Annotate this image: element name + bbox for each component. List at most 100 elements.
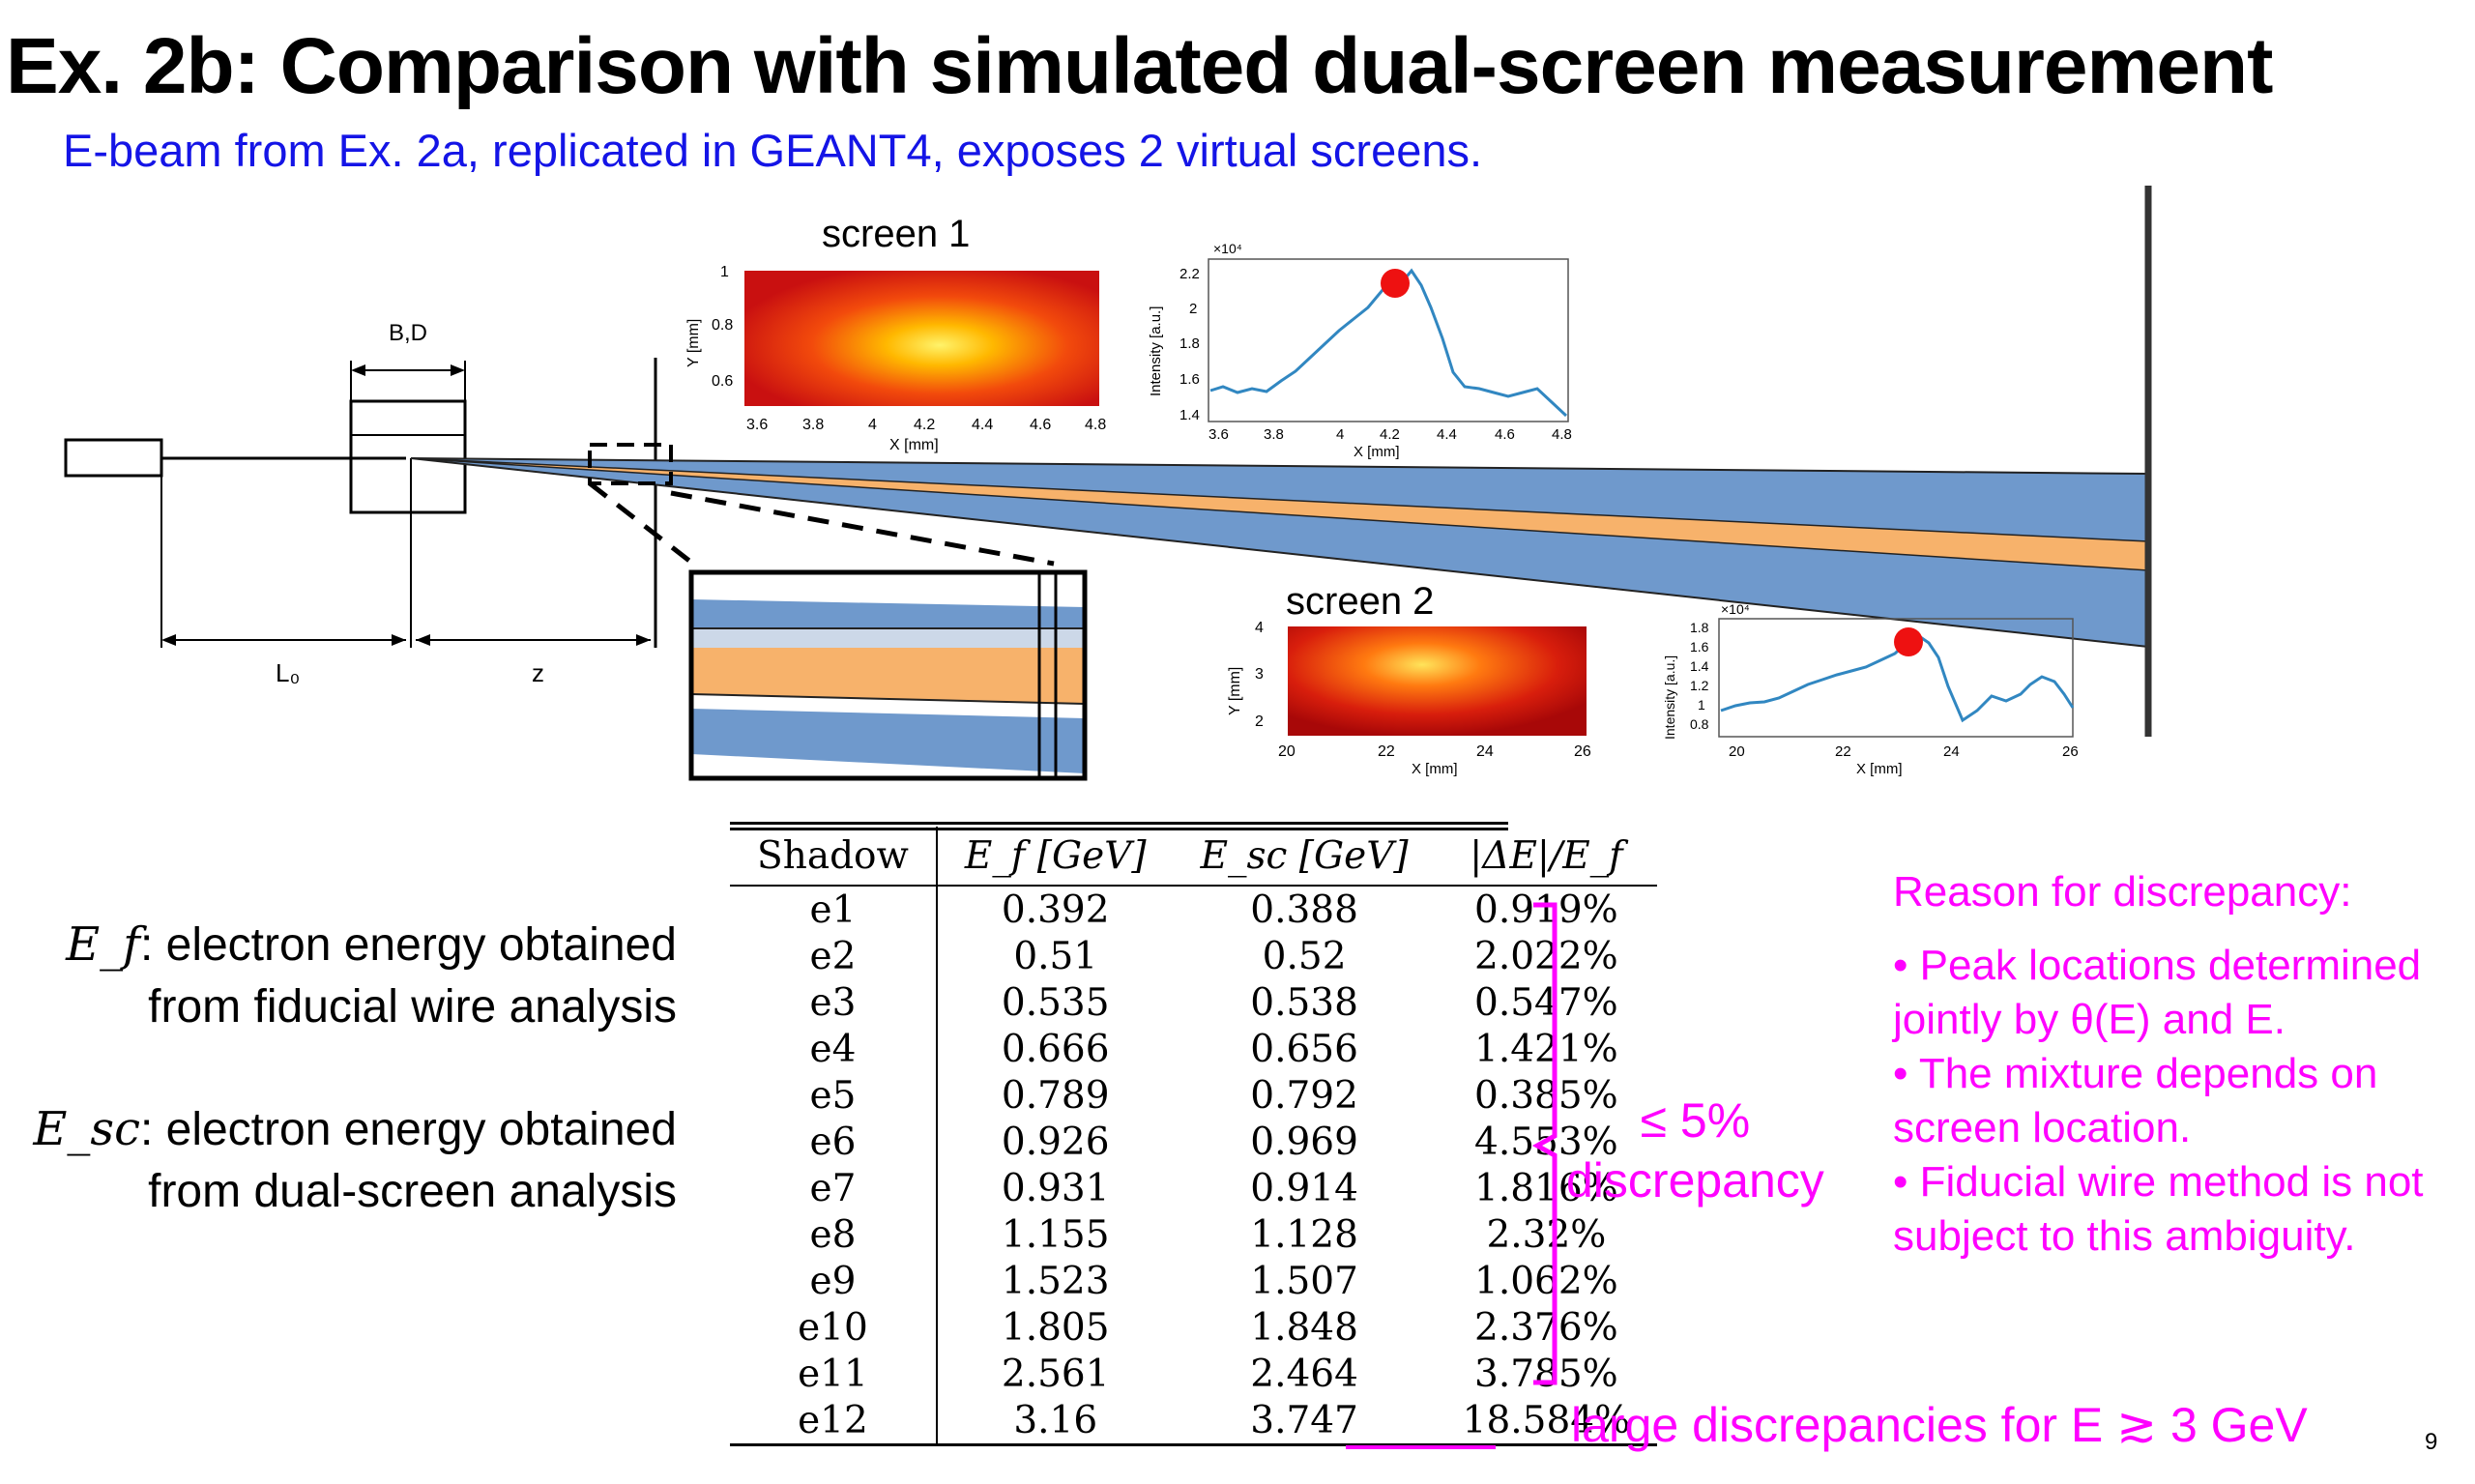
profile2-xtick: 26 — [2062, 743, 2079, 760]
profile2-ytick: 1.8 — [1690, 620, 1709, 635]
reason-box: Reason for discrepancy: • Peak locations… — [1893, 865, 2473, 1264]
slide-title: Ex. 2b: Comparison with simulated dual-s… — [6, 22, 2273, 110]
table-header-row: Shadow E_f [GeV] E_sc [GeV] |ΔE|/E_f — [730, 827, 1657, 886]
screen1-xtick: 4 — [868, 417, 877, 433]
screen1-heatmap — [744, 271, 1099, 406]
cell-esc: 1.128 — [1250, 1212, 1358, 1257]
table-row: e3 0.535 0.538 0.547% — [730, 979, 1657, 1026]
table-row: e12 3.16 3.747 18.584% — [730, 1397, 1657, 1445]
highlight-underline — [1346, 1445, 1496, 1449]
profile2-ytick: 0.8 — [1690, 716, 1709, 732]
cell-delta: 0.385% — [1474, 1073, 1618, 1118]
bd-label: B,D — [389, 320, 427, 346]
profile2-peak-marker — [1894, 627, 1923, 656]
header-shadow: Shadow — [730, 827, 938, 886]
brace-label: ≤ 5% discrepancy — [1566, 1091, 1824, 1210]
slide-subtitle: E-beam from Ex. 2a, replicated in GEANT4… — [63, 125, 1483, 176]
profile1-xtick: 3.6 — [1208, 426, 1229, 443]
profile1-multiplier: ×10⁴ — [1213, 241, 1242, 256]
profile2-ylabel: Intensity [a.u.] — [1662, 655, 1677, 740]
esc-definition: E_sc: electron energy obtained from dual… — [19, 1098, 677, 1223]
screen2-ytick: 2 — [1255, 713, 1264, 730]
cell-shadow: e5 — [730, 1072, 938, 1119]
cell-shadow: e1 — [730, 886, 938, 933]
l0-label: L₀ — [276, 658, 300, 687]
cell-esc: 0.914 — [1250, 1166, 1358, 1210]
header-delta: |ΔE|/E_f — [1470, 833, 1623, 878]
cell-esc: 1.848 — [1250, 1305, 1358, 1350]
screen2-heatmap — [1288, 626, 1587, 736]
beamline-diagram: B,D L₀ z screen 1 Y [mm] 1 0.8 0.6 3.6 3… — [64, 186, 2152, 781]
table-row: e9 1.523 1.507 1.062% — [730, 1258, 1657, 1304]
cell-delta: 0.547% — [1474, 980, 1618, 1025]
z-label: z — [532, 658, 544, 687]
cell-esc: 0.792 — [1250, 1073, 1358, 1118]
header-ef: E_f [GeV] — [964, 833, 1147, 878]
cell-delta: 1.816% — [1474, 1166, 1618, 1210]
cell-esc: 2.464 — [1250, 1352, 1358, 1396]
profile1-xtick: 4.6 — [1495, 426, 1515, 443]
cell-delta: 3.785% — [1474, 1352, 1618, 1396]
large-discrepancy-note: large discrepancies for E ≳ 3 GeV — [1571, 1398, 2308, 1452]
profile1-peak-marker — [1381, 269, 1410, 298]
screen1-xtick: 4.4 — [972, 417, 993, 433]
screen2-title: screen 2 — [1286, 580, 1434, 623]
profile1-xtick: 4.8 — [1552, 426, 1572, 443]
profile1-ytick: 2 — [1189, 301, 1197, 317]
profile1-ytick: 2.2 — [1179, 266, 1200, 282]
results-table: Shadow E_f [GeV] E_sc [GeV] |ΔE|/E_f e1 0… — [730, 827, 1658, 1446]
screen1-title: screen 1 — [822, 213, 970, 255]
profile2-ytick: 1.2 — [1690, 678, 1709, 693]
table-row: e1 0.392 0.388 0.919% — [730, 886, 1657, 933]
profile1-xtick: 4.4 — [1437, 426, 1457, 443]
screen2-xlabel: X [mm] — [1412, 761, 1458, 777]
screen1-xtick: 3.6 — [746, 417, 768, 433]
profile1-ytick: 1.8 — [1179, 335, 1200, 352]
screen2-ylabel: Y [mm] — [1227, 667, 1243, 715]
magnet-box — [349, 399, 467, 514]
profile2-ytick: 1.4 — [1690, 658, 1709, 674]
screen2-ytick: 4 — [1255, 620, 1264, 636]
cell-ef: 2.561 — [1001, 1352, 1110, 1396]
table-row: e10 1.805 1.848 2.376% — [730, 1304, 1657, 1351]
cell-ef: 1.805 — [1001, 1305, 1110, 1350]
reason-bullet-2: • The mixture depends on screen location… — [1893, 1050, 2378, 1151]
cell-ef: 1.155 — [1001, 1212, 1110, 1257]
table-row: e6 0.926 0.969 4.553% — [730, 1119, 1657, 1165]
cell-delta: 1.421% — [1474, 1027, 1618, 1071]
cell-ef: 1.523 — [1001, 1259, 1110, 1303]
cell-ef: 0.789 — [1001, 1073, 1110, 1118]
reason-bullet-3: • Fiducial wire method is not subject to… — [1893, 1158, 2424, 1260]
profile2-xtick: 24 — [1943, 743, 1960, 760]
cell-ef: 0.51 — [1013, 934, 1098, 978]
screen1-ytick: 0.8 — [712, 317, 733, 334]
cell-delta: 18.584% — [1462, 1398, 1631, 1442]
cell-ef: 3.16 — [1013, 1398, 1098, 1442]
energy-definitions: E_f: electron energy obtained from fiduc… — [19, 914, 677, 1223]
header-esc: E_sc [GeV] — [1200, 833, 1409, 878]
cell-ef: 0.931 — [1001, 1166, 1110, 1210]
profile2-ytick: 1 — [1698, 697, 1705, 713]
cell-shadow: e8 — [730, 1211, 938, 1258]
cell-shadow: e3 — [730, 979, 938, 1026]
cell-esc: 0.969 — [1250, 1120, 1358, 1164]
profile2-ytick: 1.6 — [1690, 639, 1709, 655]
cell-shadow: e4 — [730, 1026, 938, 1072]
screen1-ylabel: Y [mm] — [685, 319, 702, 367]
cell-esc: 0.538 — [1250, 980, 1358, 1025]
screen2-ytick: 3 — [1255, 666, 1264, 683]
cell-esc: 1.507 — [1250, 1259, 1358, 1303]
profile1-ytick: 1.4 — [1179, 407, 1200, 423]
esc-symbol: E_sc — [33, 1102, 140, 1156]
ef-symbol: E_f — [66, 917, 140, 972]
screen1-xtick: 4.8 — [1085, 417, 1106, 433]
profile2-xtick: 20 — [1729, 743, 1745, 760]
cell-esc: 0.656 — [1250, 1027, 1358, 1071]
cell-shadow: e9 — [730, 1258, 938, 1304]
cell-shadow: e6 — [730, 1119, 938, 1165]
profile1-xtick: 4 — [1336, 426, 1344, 443]
table-row: e11 2.561 2.464 3.785% — [730, 1351, 1657, 1397]
brace-label-2: discrepancy — [1566, 1153, 1824, 1208]
table-row: e7 0.931 0.914 1.816% — [730, 1165, 1657, 1211]
cell-delta: 1.062% — [1474, 1259, 1618, 1303]
